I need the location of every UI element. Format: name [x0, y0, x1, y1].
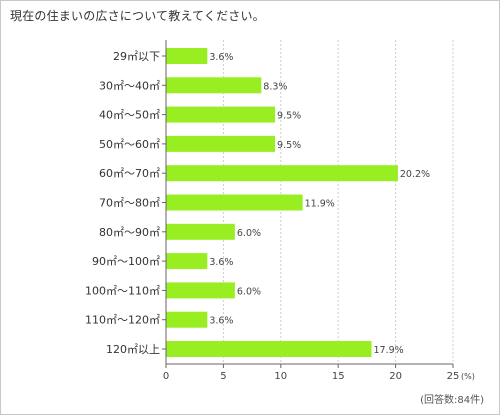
category-label: 40㎡～50㎡	[99, 109, 160, 122]
response-count-note: (回答数:84件)	[420, 395, 484, 406]
value-label: 8.3%	[263, 81, 287, 92]
value-label: 9.5%	[277, 111, 301, 122]
value-label: 11.9%	[305, 199, 335, 210]
category-label: 70㎡～80㎡	[99, 197, 160, 210]
x-tick-label: 25	[447, 371, 460, 382]
value-label: 20.2%	[400, 169, 430, 180]
bar	[166, 135, 276, 152]
category-label: 50㎡～60㎡	[99, 138, 160, 151]
category-label: 60㎡～70㎡	[99, 167, 160, 180]
bar	[166, 77, 262, 94]
bar	[166, 282, 235, 299]
category-label: 120㎡以上	[106, 343, 160, 356]
x-tick-label: 20	[389, 371, 402, 382]
bar	[166, 253, 208, 270]
x-tick-label: 0	[163, 371, 169, 382]
value-label: 6.0%	[237, 286, 261, 297]
x-tick-label: 10	[274, 371, 287, 382]
value-label: 17.9%	[373, 345, 403, 356]
bar	[166, 48, 208, 64]
bar	[166, 341, 372, 357]
bar	[166, 106, 276, 123]
value-label: 6.0%	[237, 228, 261, 239]
x-unit-label: (%)	[461, 372, 475, 381]
category-label: 110㎡～120㎡	[85, 314, 160, 327]
value-label: 9.5%	[277, 140, 301, 151]
category-label: 90㎡～100㎡	[92, 255, 160, 268]
bar	[166, 311, 208, 328]
category-label: 100㎡～110㎡	[85, 284, 160, 297]
bar	[166, 194, 303, 211]
category-label: 30㎡～40㎡	[99, 79, 160, 92]
category-label: 29㎡以下	[113, 50, 160, 63]
x-tick-label: 5	[220, 371, 226, 382]
bar	[166, 223, 235, 240]
x-tick-label: 15	[332, 371, 345, 382]
value-label: 3.6%	[209, 316, 233, 327]
chart-title: 現在の住まいの広さについて教えてください。	[10, 9, 265, 23]
value-label: 3.6%	[209, 257, 233, 268]
value-label: 3.6%	[209, 52, 233, 63]
category-label: 80㎡～90㎡	[99, 226, 160, 239]
bar	[166, 165, 398, 182]
